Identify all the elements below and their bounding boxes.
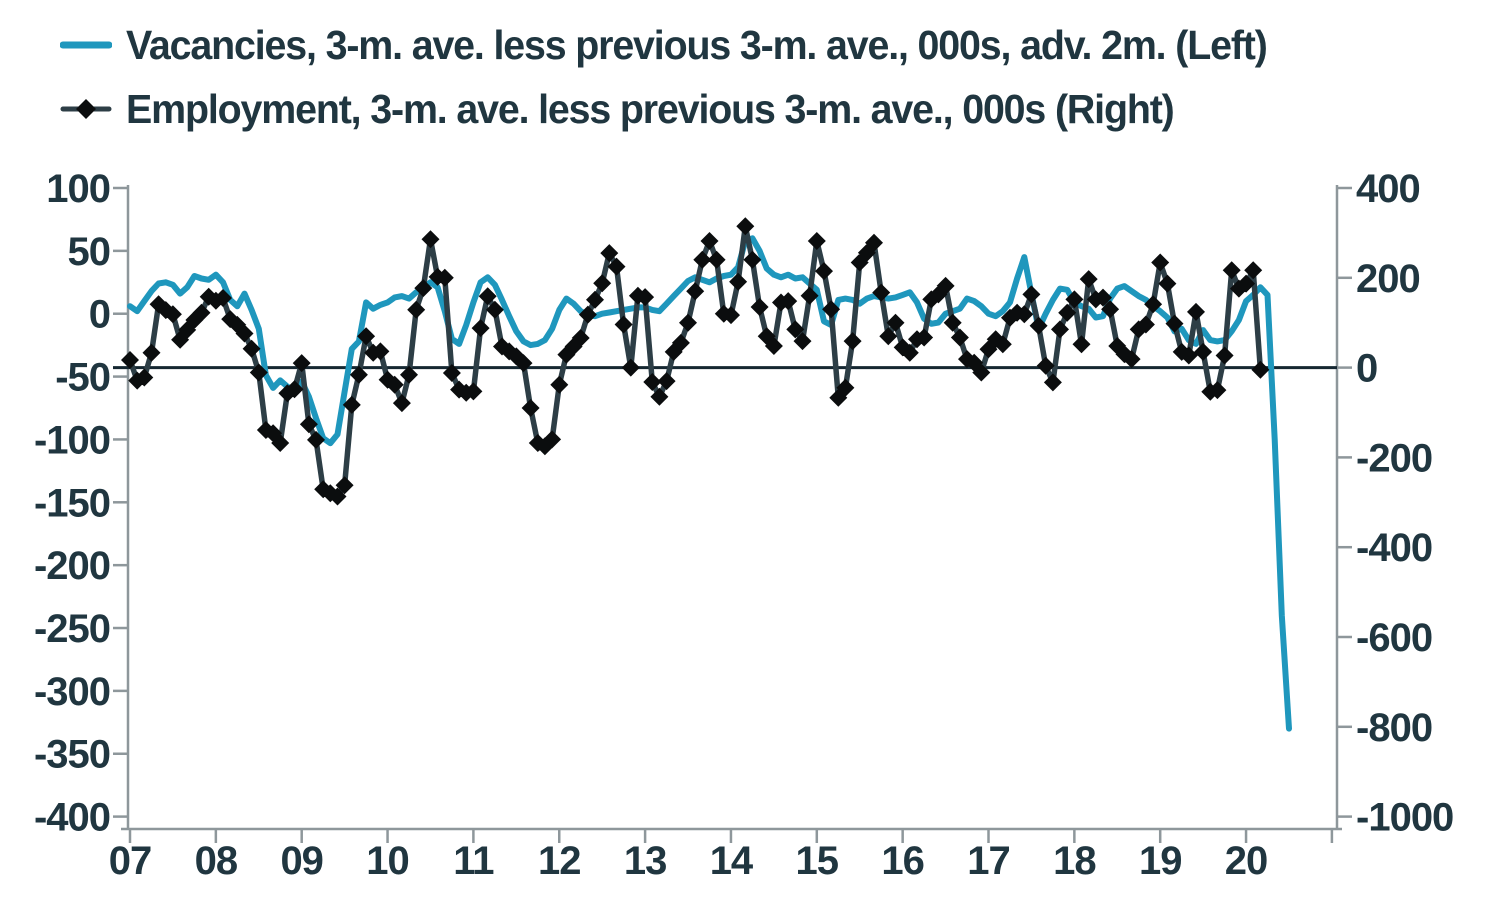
left-axis-tick-label: -200 [34, 544, 110, 588]
left-axis-tick-label: -350 [34, 733, 110, 777]
legend-label-employment: Employment, 3-m. ave. less previous 3-m.… [126, 85, 1175, 132]
left-axis-tick-label: -300 [34, 670, 110, 714]
right-axis-tick-label: -800 [1356, 706, 1432, 750]
x-axis-tick-label: 19 [1139, 839, 1182, 883]
left-axis-tick-label: -150 [34, 481, 110, 525]
x-axis-tick-label: 16 [881, 839, 924, 883]
x-axis-tick-label: 12 [538, 839, 581, 883]
x-axis-tick-label: 15 [796, 839, 839, 883]
left-axis-tick-label: -50 [55, 356, 110, 400]
left-axis-tick-label: -250 [34, 607, 110, 651]
x-axis-tick-label: 09 [280, 839, 323, 883]
legend-item-employment: Employment, 3-m. ave. less previous 3-m.… [60, 84, 1314, 134]
x-axis-tick-label: 18 [1053, 839, 1096, 883]
vacancies-line-swatch-icon [60, 41, 112, 49]
legend: Vacancies, 3-m. ave. less previous 3-m. … [60, 20, 1314, 134]
x-axis-tick-label: 17 [967, 839, 1010, 883]
right-axis-tick-label: 0 [1356, 347, 1377, 391]
employment-markers [121, 217, 1270, 506]
left-axis-tick-label: -400 [34, 796, 110, 840]
left-axis-tick-label: 0 [89, 293, 110, 337]
employment-line-swatch-icon [60, 99, 112, 119]
x-axis-tick-label: 08 [195, 839, 238, 883]
left-axis-tick-label: -100 [34, 418, 110, 462]
legend-item-vacancies: Vacancies, 3-m. ave. less previous 3-m. … [60, 20, 1314, 70]
x-axis-tick-label: 11 [453, 839, 494, 883]
right-axis-tick-label: 200 [1356, 257, 1420, 301]
right-axis-tick-label: -400 [1356, 526, 1432, 570]
x-axis-tick-label: 13 [624, 839, 667, 883]
right-axis-tick-label: -200 [1356, 436, 1432, 480]
right-axis-tick-label: 400 [1356, 167, 1420, 211]
x-axis-tick-label: 14 [710, 839, 754, 883]
right-axis-tick-label: -1000 [1356, 796, 1453, 840]
x-axis-tick-label: 10 [366, 839, 409, 883]
left-axis-tick-label: 50 [68, 230, 111, 274]
right-axis-tick-label: -600 [1356, 616, 1432, 660]
x-axis-tick-label: 07 [109, 839, 152, 883]
legend-label-vacancies: Vacancies, 3-m. ave. less previous 3-m. … [126, 21, 1268, 68]
x-axis-tick-label: 20 [1225, 839, 1268, 883]
left-axis-tick-label: 100 [46, 167, 110, 211]
